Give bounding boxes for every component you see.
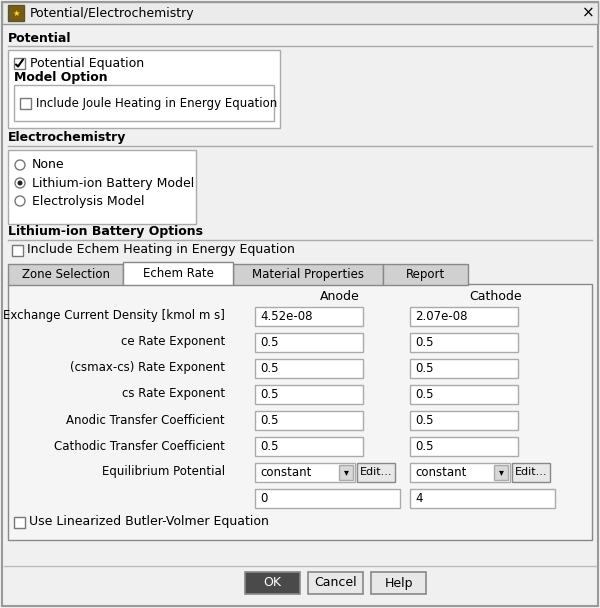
Bar xyxy=(410,306,518,325)
Text: 0.5: 0.5 xyxy=(415,336,433,348)
Circle shape xyxy=(15,160,25,170)
Text: Potential/Electrochemistry: Potential/Electrochemistry xyxy=(30,7,194,19)
Bar xyxy=(8,50,280,128)
Bar xyxy=(410,463,510,482)
Text: Use Linearized Butler-Volmer Equation: Use Linearized Butler-Volmer Equation xyxy=(29,516,269,528)
Circle shape xyxy=(15,196,25,206)
Text: 0.5: 0.5 xyxy=(415,387,433,401)
Bar xyxy=(255,333,363,351)
Text: Include Joule Heating in Energy Equation: Include Joule Heating in Energy Equation xyxy=(36,97,277,109)
Text: 0.5: 0.5 xyxy=(415,440,433,452)
Bar xyxy=(255,410,363,429)
Text: ▾: ▾ xyxy=(344,467,349,477)
Bar xyxy=(308,572,363,594)
Text: ▾: ▾ xyxy=(499,467,503,477)
Text: Electrolysis Model: Electrolysis Model xyxy=(32,195,145,207)
Bar xyxy=(12,244,23,255)
Text: 2.07e-08: 2.07e-08 xyxy=(415,309,467,322)
Text: OK: OK xyxy=(263,576,281,590)
Text: cs Rate Exponent: cs Rate Exponent xyxy=(122,387,225,401)
Text: Model Option: Model Option xyxy=(14,72,107,85)
Text: Exchange Current Density [kmol m s]: Exchange Current Density [kmol m s] xyxy=(3,309,225,322)
Text: ★: ★ xyxy=(12,9,20,18)
Text: Equilibrium Potential: Equilibrium Potential xyxy=(102,466,225,478)
Bar xyxy=(383,264,468,285)
Text: Lithium-ion Battery Model: Lithium-ion Battery Model xyxy=(32,176,194,190)
Text: Edit...: Edit... xyxy=(360,467,392,477)
Text: 0.5: 0.5 xyxy=(260,387,278,401)
Bar xyxy=(123,262,233,285)
Bar xyxy=(255,306,363,325)
Bar xyxy=(371,572,426,594)
Bar xyxy=(8,284,592,540)
Text: None: None xyxy=(32,159,65,171)
Circle shape xyxy=(17,181,23,185)
Bar xyxy=(255,463,355,482)
Text: ×: × xyxy=(581,5,595,21)
Text: Cathode: Cathode xyxy=(470,291,523,303)
Text: Echem Rate: Echem Rate xyxy=(143,267,214,280)
Bar xyxy=(20,97,31,108)
Bar xyxy=(14,517,25,528)
Text: Edit...: Edit... xyxy=(515,467,547,477)
Bar xyxy=(255,359,363,378)
Text: Potential: Potential xyxy=(8,32,71,44)
Text: Include Echem Heating in Energy Equation: Include Echem Heating in Energy Equation xyxy=(27,243,295,257)
Text: 0.5: 0.5 xyxy=(415,413,433,426)
Bar xyxy=(2,2,598,24)
Text: 0: 0 xyxy=(260,491,268,505)
Text: Anodic Transfer Coefficient: Anodic Transfer Coefficient xyxy=(67,413,225,426)
Bar xyxy=(410,437,518,455)
Text: Anode: Anode xyxy=(320,291,360,303)
Bar xyxy=(410,384,518,404)
Text: Potential Equation: Potential Equation xyxy=(30,57,144,69)
Text: Lithium-ion Battery Options: Lithium-ion Battery Options xyxy=(8,226,203,238)
Bar xyxy=(339,465,353,480)
Text: 0.5: 0.5 xyxy=(415,362,433,375)
Bar xyxy=(8,264,123,285)
Text: Zone Selection: Zone Selection xyxy=(22,268,110,281)
Bar xyxy=(255,488,400,508)
Bar xyxy=(233,264,383,285)
Bar xyxy=(255,437,363,455)
Text: (csmax-cs) Rate Exponent: (csmax-cs) Rate Exponent xyxy=(70,362,225,375)
Text: 0.5: 0.5 xyxy=(260,362,278,375)
Text: 4.52e-08: 4.52e-08 xyxy=(260,309,313,322)
Text: 0.5: 0.5 xyxy=(260,336,278,348)
Text: 4: 4 xyxy=(415,491,422,505)
Text: ce Rate Exponent: ce Rate Exponent xyxy=(121,336,225,348)
Text: 0.5: 0.5 xyxy=(260,413,278,426)
Bar xyxy=(410,488,555,508)
Bar xyxy=(8,150,196,224)
Text: Cancel: Cancel xyxy=(314,576,357,590)
Text: Material Properties: Material Properties xyxy=(252,268,364,281)
Bar xyxy=(494,465,508,480)
Text: constant: constant xyxy=(415,466,466,478)
Bar xyxy=(14,58,25,69)
Text: 0.5: 0.5 xyxy=(260,440,278,452)
Circle shape xyxy=(15,178,25,188)
Bar xyxy=(245,572,300,594)
Bar xyxy=(8,5,24,21)
Text: constant: constant xyxy=(260,466,311,478)
Bar xyxy=(410,359,518,378)
Bar xyxy=(410,410,518,429)
Text: Electrochemistry: Electrochemistry xyxy=(8,131,127,145)
Bar xyxy=(512,463,550,482)
Bar xyxy=(410,333,518,351)
Bar xyxy=(255,384,363,404)
Bar xyxy=(357,463,395,482)
Text: Report: Report xyxy=(406,268,445,281)
Text: Cathodic Transfer Coefficient: Cathodic Transfer Coefficient xyxy=(54,440,225,452)
Bar xyxy=(14,85,274,121)
Text: Help: Help xyxy=(384,576,413,590)
